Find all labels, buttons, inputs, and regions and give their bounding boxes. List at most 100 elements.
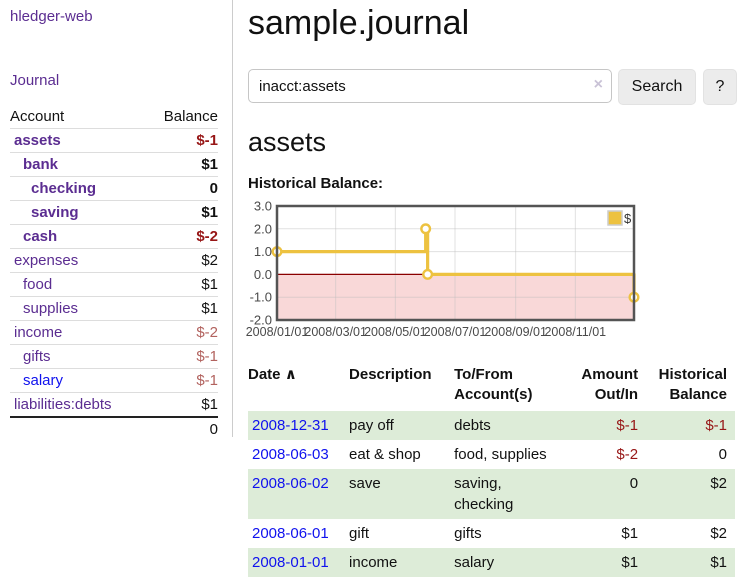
- transaction-balance: $1: [710, 554, 727, 571]
- register-header-amount: Amount Out/In: [581, 366, 639, 403]
- account-row: saving $1: [10, 200, 218, 225]
- transaction-amount: 0: [629, 475, 639, 492]
- account-balance: $-2: [145, 224, 218, 249]
- transaction-accounts: debts: [454, 417, 491, 434]
- transaction-date-link[interactable]: 2008-06-03: [252, 446, 329, 463]
- register-table: Date ∧ Description To/From Account(s) Am…: [248, 363, 735, 577]
- register-header-balance: Historical Balance: [658, 366, 727, 403]
- account-balance: $1: [145, 152, 218, 177]
- transaction-balance: $2: [710, 525, 727, 542]
- register-row: 2008-06-03 eat & shop food, supplies $-2 0: [248, 440, 735, 469]
- transaction-accounts: gifts: [454, 525, 482, 542]
- search-input[interactable]: [248, 69, 612, 103]
- accounts-total-row: 0: [10, 416, 218, 441]
- register-header-date[interactable]: Date ∧: [248, 366, 297, 383]
- account-row: checking 0: [10, 176, 218, 201]
- account-balance: $1: [145, 392, 218, 417]
- historical-balance-chart[interactable]: $3.0 2.0 1.0 0.0 -1.0 -2.0 2008/01/01 2008/03/0…: [243, 198, 643, 346]
- accounts-header-account: Account: [10, 108, 65, 125]
- sidebar-item-journal[interactable]: Journal: [10, 72, 60, 89]
- accounts-header-balance: Balance: [163, 108, 218, 125]
- account-link[interactable]: supplies: [23, 300, 79, 317]
- page-title: sample.journal: [248, 4, 470, 42]
- account-balance: $-1: [145, 368, 218, 393]
- register-table-body: 2008-12-31 pay off debts $-1 $-1 2008-06-03 ea…: [248, 411, 735, 577]
- register-row: 2008-01-01 income salary $1 $1: [248, 548, 735, 577]
- transaction-date-link[interactable]: 2008-01-01: [252, 554, 329, 571]
- account-row: gifts $-1: [10, 344, 218, 369]
- svg-text:2.0: 2.0: [254, 221, 272, 236]
- account-row: liabilities:debts $1: [10, 392, 218, 417]
- account-link[interactable]: gifts: [23, 348, 51, 365]
- transaction-description: income: [349, 554, 398, 571]
- account-row: supplies $1: [10, 296, 218, 321]
- accounts-table: Account Balance assets $-1 bank $1 checking 0…: [10, 105, 218, 441]
- account-balance: $-1: [145, 128, 218, 153]
- app-brand-link[interactable]: hledger-web: [10, 8, 93, 25]
- transaction-amount: $-2: [616, 446, 639, 463]
- account-link[interactable]: checking: [31, 180, 97, 197]
- svg-text:-1.0: -1.0: [250, 290, 272, 305]
- transaction-balance: $2: [710, 475, 727, 492]
- register-row: 2008-12-31 pay off debts $-1 $-1: [248, 411, 735, 440]
- svg-text:2008/07/01: 2008/07/01: [424, 325, 487, 339]
- svg-text:0.0: 0.0: [254, 267, 272, 282]
- account-link[interactable]: assets: [14, 132, 61, 149]
- transaction-amount: $-1: [616, 417, 639, 434]
- account-link[interactable]: expenses: [14, 252, 79, 269]
- account-link[interactable]: cash: [23, 228, 58, 245]
- transaction-date-link[interactable]: 2008-06-02: [252, 475, 329, 492]
- transaction-date-link[interactable]: 2008-12-31: [252, 417, 329, 434]
- register-row: 2008-06-01 gift gifts $1 $2: [248, 519, 735, 548]
- account-balance: $2: [145, 248, 218, 273]
- account-row: expenses $2: [10, 248, 218, 273]
- transaction-description: gift: [349, 525, 370, 542]
- svg-text:2008/03/01: 2008/03/01: [304, 325, 367, 339]
- register-row: 2008-06-02 save saving, checking 0 $2: [248, 469, 735, 519]
- transaction-description: pay off: [349, 417, 394, 434]
- svg-text:2008/11/01: 2008/11/01: [544, 325, 606, 339]
- account-row: assets $-1: [10, 128, 218, 153]
- svg-text:-2.0: -2.0: [250, 313, 272, 328]
- search-form: × Search ?: [248, 69, 737, 105]
- sort-asc-icon: ∧: [284, 366, 297, 383]
- account-row: salary $-1: [10, 368, 218, 393]
- transaction-amount: $1: [621, 525, 639, 542]
- clear-search-icon[interactable]: ×: [593, 76, 603, 93]
- transaction-accounts: saving, checking: [454, 475, 514, 513]
- transaction-accounts: salary: [454, 554, 495, 571]
- svg-text:2008/09/01: 2008/09/01: [484, 325, 547, 339]
- help-button[interactable]: ?: [703, 69, 737, 105]
- account-link[interactable]: saving: [31, 204, 79, 221]
- account-link[interactable]: liabilities:debts: [14, 396, 112, 413]
- account-balance: $1: [145, 296, 218, 321]
- account-link[interactable]: bank: [23, 156, 59, 173]
- transaction-description: save: [349, 475, 381, 492]
- transaction-balance: 0: [718, 446, 727, 463]
- account-link[interactable]: food: [23, 276, 53, 293]
- account-balance: $1: [145, 272, 218, 297]
- svg-text:2008/05/01: 2008/05/01: [364, 325, 427, 339]
- account-balance: 0: [145, 176, 218, 201]
- svg-text:1.0: 1.0: [254, 244, 272, 259]
- svg-text:$: $: [624, 211, 632, 226]
- transaction-date-link[interactable]: 2008-06-01: [252, 525, 329, 542]
- transaction-balance: $-1: [705, 417, 727, 434]
- account-row: food $1: [10, 272, 218, 297]
- account-link[interactable]: income: [14, 324, 63, 341]
- account-balance: $1: [145, 200, 218, 225]
- register-header-accounts: To/From Account(s): [454, 366, 533, 403]
- transaction-amount: $1: [621, 554, 639, 571]
- chart-title: Historical Balance:: [248, 175, 384, 192]
- sidebar: hledger-web Journal Account Balance asse…: [0, 0, 233, 441]
- account-balance: $-2: [145, 320, 218, 345]
- svg-text:2008/01/01: 2008/01/01: [246, 325, 309, 339]
- account-balance: $-1: [145, 344, 218, 369]
- accounts-table-body: assets $-1 bank $1 checking 0 saving $1 cash $-2 e…: [10, 128, 218, 417]
- account-link[interactable]: salary: [23, 372, 64, 389]
- account-row: bank $1: [10, 152, 218, 177]
- account-row: income $-2: [10, 320, 218, 345]
- transaction-description: eat & shop: [349, 446, 421, 463]
- svg-text:3.0: 3.0: [254, 199, 272, 214]
- search-button[interactable]: Search: [618, 69, 696, 105]
